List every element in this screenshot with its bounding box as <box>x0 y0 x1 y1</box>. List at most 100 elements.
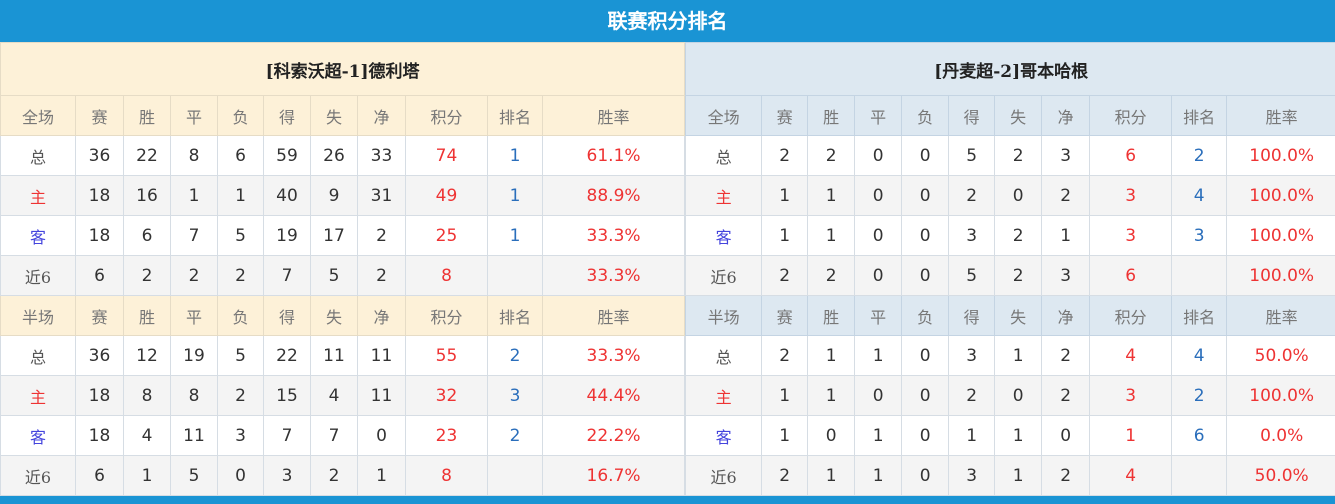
column-header: 赛 <box>75 295 124 336</box>
cell: 1 <box>994 335 1043 376</box>
rank-cell <box>487 455 543 496</box>
win-rate-cell: 44.4% <box>541 375 686 416</box>
page-title: 联赛积分排名 <box>0 0 1335 42</box>
rank-cell <box>1171 455 1228 496</box>
win-rate-cell: 50.0% <box>1226 335 1335 376</box>
column-header: 积分 <box>405 295 488 336</box>
cell: 18 <box>75 415 124 456</box>
cell: 0 <box>994 175 1043 216</box>
cell: 2 <box>357 215 406 256</box>
column-header: 全场 <box>685 95 763 136</box>
column-header: 排名 <box>487 295 543 336</box>
cell: 1 <box>854 335 903 376</box>
column-header-row: 全场赛胜平负得失净积分 排名 胜率 <box>685 95 1335 136</box>
win-rate-cell: 100.0% <box>1226 135 1335 176</box>
points-cell: 4 <box>1089 335 1173 376</box>
table-row: 客 18 6 7 5 19 17 2 25 1 33.3% <box>0 215 686 256</box>
column-header: 胜 <box>807 95 856 136</box>
cell: 2 <box>807 135 856 176</box>
cell: 6 <box>217 135 264 176</box>
cell: 0 <box>854 255 903 296</box>
cell: 1 <box>123 455 171 496</box>
cell: 1 <box>357 455 406 496</box>
row-label: 总 <box>685 335 763 376</box>
rank-cell: 2 <box>1171 135 1228 176</box>
column-header: 负 <box>217 295 264 336</box>
column-header: 净 <box>1041 295 1091 336</box>
rank-cell: 3 <box>487 375 543 416</box>
cell: 3 <box>948 335 996 376</box>
column-header: 得 <box>948 295 996 336</box>
points-cell: 8 <box>405 455 488 496</box>
cell: 0 <box>1041 415 1091 456</box>
row-label: 近6 <box>0 255 76 296</box>
column-header: 负 <box>901 295 950 336</box>
cell: 2 <box>994 135 1043 176</box>
cell: 3 <box>1041 255 1091 296</box>
cell: 2 <box>310 455 358 496</box>
row-label: 总 <box>0 335 76 376</box>
cell: 0 <box>854 175 903 216</box>
cell: 9 <box>310 175 358 216</box>
standings-container: [科索沃超-1]德利塔 全场赛胜平负得失净积分 排名 胜率总 36 22 8 6 59 26 33 7… <box>0 42 1335 496</box>
team-name-row: [丹麦超-2]哥本哈根 <box>685 42 1335 96</box>
win-rate-cell: 0.0% <box>1226 415 1335 456</box>
cell: 1 <box>170 175 218 216</box>
points-cell: 23 <box>405 415 488 456</box>
cell: 11 <box>310 335 358 376</box>
cell: 0 <box>807 415 856 456</box>
cell: 0 <box>854 375 903 416</box>
cell: 7 <box>263 415 311 456</box>
cell: 2 <box>994 255 1043 296</box>
cell: 3 <box>948 455 996 496</box>
cell: 36 <box>75 335 124 376</box>
cell: 3 <box>263 455 311 496</box>
team-name: [丹麦超-2]哥本哈根 <box>685 42 1335 96</box>
column-header: 失 <box>310 295 358 336</box>
cell: 5 <box>310 255 358 296</box>
rank-cell: 4 <box>1171 335 1228 376</box>
cell: 0 <box>901 255 950 296</box>
row-label: 主 <box>685 175 763 216</box>
row-label: 客 <box>685 215 763 256</box>
cell: 11 <box>170 415 218 456</box>
cell: 4 <box>310 375 358 416</box>
table-row: 近6 2 1 1 0 3 1 2 4 50.0% <box>685 455 1335 496</box>
cell: 31 <box>357 175 406 216</box>
column-header: 赛 <box>75 95 124 136</box>
cell: 5 <box>170 455 218 496</box>
table-row: 近6 6 1 5 0 3 2 1 8 16.7% <box>0 455 686 496</box>
cell: 1 <box>761 375 809 416</box>
cell: 2 <box>123 255 171 296</box>
rank-cell <box>487 255 543 296</box>
column-header: 排名 <box>1171 95 1228 136</box>
win-rate-cell: 100.0% <box>1226 215 1335 256</box>
cell: 1 <box>854 415 903 456</box>
cell: 1 <box>994 455 1043 496</box>
cell: 59 <box>263 135 311 176</box>
win-rate-cell: 33.3% <box>541 255 686 296</box>
cell: 3 <box>948 215 996 256</box>
cell: 2 <box>994 215 1043 256</box>
team-standings-away: [丹麦超-2]哥本哈根 全场赛胜平负得失净积分 排名 胜率总 2 2 0 0 5 2 3 6 2 100.… <box>685 42 1335 496</box>
column-header-row: 半场赛胜平负得失净积分 排名 胜率 <box>685 295 1335 336</box>
table-row: 客 1 1 0 0 3 2 1 3 3 100.0% <box>685 215 1335 256</box>
row-label: 总 <box>685 135 763 176</box>
cell: 3 <box>1041 135 1091 176</box>
points-cell: 6 <box>1089 135 1173 176</box>
win-rate-cell: 50.0% <box>1226 455 1335 496</box>
column-header: 平 <box>854 95 903 136</box>
column-header: 半场 <box>685 295 763 336</box>
column-header: 净 <box>357 95 406 136</box>
win-rate-cell: 22.2% <box>541 415 686 456</box>
table-row: 客 1 0 1 0 1 1 0 1 6 0.0% <box>685 415 1335 456</box>
cell: 3 <box>217 415 264 456</box>
cell: 5 <box>217 335 264 376</box>
cell: 1 <box>807 375 856 416</box>
points-cell: 6 <box>1089 255 1173 296</box>
table-row: 总 36 12 19 5 22 11 11 55 2 33.3% <box>0 335 686 376</box>
rank-cell: 1 <box>487 135 543 176</box>
cell: 1 <box>807 175 856 216</box>
cell: 8 <box>170 375 218 416</box>
column-header: 半场 <box>0 295 76 336</box>
